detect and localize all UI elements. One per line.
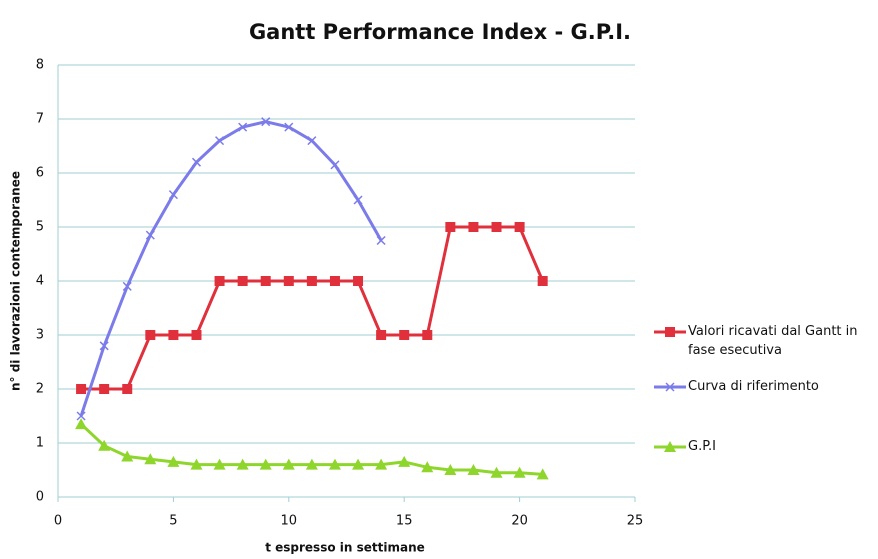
marker (259, 458, 272, 470)
marker (398, 455, 411, 467)
marker (76, 411, 86, 421)
marker (376, 235, 386, 246)
legend-swatch (654, 327, 686, 337)
y-tick-label: 6 (36, 166, 44, 181)
marker (665, 327, 675, 337)
marker (329, 276, 340, 286)
marker (467, 464, 480, 475)
marker (305, 458, 318, 470)
marker (422, 330, 433, 340)
x-tick-label: 25 (627, 514, 644, 529)
x-tick-label: 5 (169, 514, 177, 529)
marker (283, 276, 294, 286)
marker (191, 157, 202, 167)
y-tick-label: 1 (36, 436, 44, 451)
y-tick-label: 0 (36, 490, 44, 505)
marker (236, 458, 249, 470)
marker (99, 384, 110, 394)
marker (468, 222, 479, 232)
marker (75, 418, 88, 430)
legend-label: G.P.I (688, 439, 716, 454)
legend-swatch (654, 382, 686, 392)
marker (421, 461, 434, 473)
y-tick-label: 4 (36, 274, 44, 289)
marker (444, 464, 457, 475)
marker (445, 222, 456, 232)
marker (284, 122, 294, 132)
marker (490, 466, 503, 478)
marker (237, 276, 248, 286)
x-tick-label: 15 (396, 514, 413, 529)
y-tick-label: 2 (36, 382, 44, 397)
y-tick-label: 3 (36, 328, 44, 343)
marker (215, 136, 225, 146)
marker (167, 455, 180, 467)
x-axis-label: t espresso in settimane (265, 541, 425, 555)
marker (307, 136, 317, 146)
legend-label: Valori ricavati dal Gantt in fase esecut… (688, 324, 858, 358)
marker (191, 330, 202, 340)
marker (122, 384, 133, 394)
marker (664, 441, 676, 452)
marker (491, 222, 502, 232)
legend-label: Curva di riferimento (688, 379, 819, 394)
legend-entry: Curva di riferimento (652, 377, 874, 396)
marker (168, 190, 178, 200)
marker (536, 468, 549, 480)
marker (352, 458, 365, 470)
marker (282, 458, 295, 470)
legend-entry: Valori ricavati dal Gantt in fase esecut… (652, 322, 874, 360)
marker (514, 222, 525, 232)
marker (375, 458, 388, 470)
series-line (81, 225, 545, 391)
y-axis-label: n° di lavorazioni contemporanee (9, 171, 23, 391)
y-tick-label: 7 (36, 112, 44, 127)
marker (214, 276, 225, 286)
marker (665, 382, 675, 392)
marker (122, 281, 132, 291)
marker (306, 276, 317, 286)
marker (537, 276, 548, 286)
marker (399, 330, 410, 340)
marker (213, 458, 226, 470)
marker (190, 458, 203, 470)
marker (353, 195, 363, 205)
marker (98, 439, 111, 451)
marker (513, 466, 526, 478)
marker (260, 276, 271, 286)
marker (328, 458, 341, 470)
legend-entry: G.P.I (652, 437, 874, 456)
legend-swatch (654, 441, 686, 452)
marker (145, 230, 155, 240)
y-tick-label: 5 (36, 220, 44, 235)
x-tick-label: 0 (54, 514, 62, 529)
chart-title: Gantt Performance Index - G.P.I. (249, 20, 631, 44)
marker (238, 122, 248, 132)
marker (145, 330, 156, 340)
marker (144, 453, 157, 465)
marker (99, 341, 109, 351)
marker (330, 160, 340, 170)
marker (353, 276, 364, 286)
y-tick-label: 8 (36, 58, 44, 73)
x-tick-label: 20 (511, 514, 528, 529)
marker (261, 117, 271, 127)
x-tick-label: 10 (281, 514, 298, 529)
marker (376, 330, 387, 340)
marker (76, 384, 87, 394)
marker (168, 330, 179, 340)
marker (121, 450, 134, 462)
